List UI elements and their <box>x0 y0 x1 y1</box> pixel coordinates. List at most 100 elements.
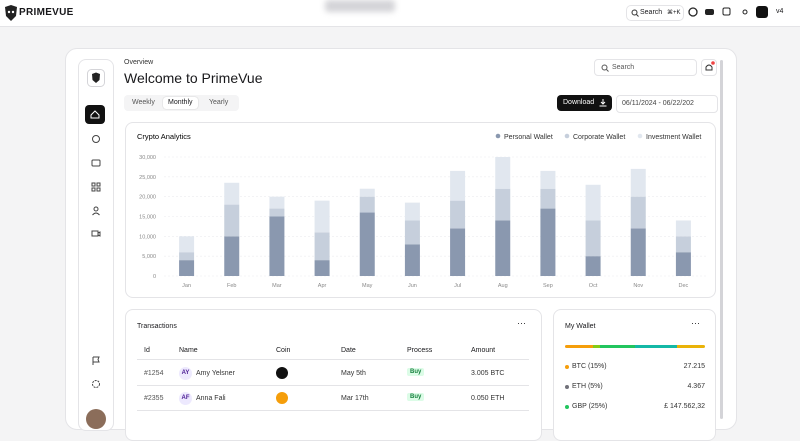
column-header: Amount <box>471 347 496 354</box>
download-button[interactable]: Download <box>557 95 612 111</box>
legend-label: Investment Wallet <box>646 134 701 141</box>
sidebar-bottom-icons <box>92 356 100 388</box>
top-nav: PRIMEVUE Search ⌘+K v4 <box>0 0 800 27</box>
y-tick-label: 25,000 <box>139 175 156 181</box>
legend-swatch <box>495 133 501 139</box>
chart-title: Crypto Analytics <box>137 132 191 141</box>
column-header: Name <box>179 347 198 354</box>
date-range-value: 06/11/2024 - 06/22/202 <box>622 100 694 107</box>
wallet-label: BTC (15%) <box>572 363 607 370</box>
column-header: Id <box>144 347 150 354</box>
bar-segment <box>179 260 195 276</box>
bar-segment <box>359 212 375 276</box>
x-tick-label: Aug <box>498 283 508 289</box>
bar-segment <box>585 256 601 276</box>
wallet-value: 27.215 <box>683 363 705 370</box>
chart: Crypto Analytics 0 5,000 10,000 15,000 20,000… <box>137 132 706 289</box>
bar-segment <box>179 252 195 261</box>
bar-segment <box>314 260 330 276</box>
x-tick-label: Sep <box>543 283 553 289</box>
wallet-label: ETH (5%) <box>572 383 603 390</box>
bar-segment <box>224 236 240 276</box>
bar-segment <box>404 244 420 276</box>
legend-label: Corporate Wallet <box>573 134 625 141</box>
legend-swatch <box>564 133 570 139</box>
tx-date: Mar 17th <box>341 395 369 402</box>
x-tick-label: Jan <box>182 283 191 289</box>
bar-segment <box>224 204 240 237</box>
notifications[interactable] <box>701 59 717 76</box>
column-header: Process <box>407 347 433 354</box>
coin-icon <box>276 392 288 404</box>
bar-segment <box>495 188 511 221</box>
column-header: Coin <box>276 347 291 354</box>
x-tick-label: Apr <box>318 283 327 289</box>
nav-search-label: Search <box>640 9 663 16</box>
shortcut: ⌘+K <box>667 10 681 16</box>
transactions-card: Transactions ··· Id Name Coin Date Process Am… <box>125 309 542 441</box>
wallet-value: £ 147.562,32 <box>664 403 705 410</box>
process-badge: Buy <box>407 368 425 376</box>
wallet-dot <box>565 385 569 389</box>
bar-segment <box>269 216 285 276</box>
bar-segment <box>450 200 466 229</box>
transactions-title: Transactions <box>137 323 177 330</box>
transactions-menu[interactable]: ··· <box>517 318 526 328</box>
bar-segment <box>675 220 691 237</box>
nav-home[interactable] <box>85 105 105 124</box>
column-header: Date <box>341 347 356 354</box>
wallet-dot <box>565 365 569 369</box>
bar-segment <box>269 196 285 209</box>
bar-segment <box>495 220 511 276</box>
tab[interactable]: Weekly <box>132 99 155 106</box>
download-icon <box>599 99 607 107</box>
tab[interactable]: Monthly <box>163 97 198 109</box>
wallet-menu[interactable]: ··· <box>691 318 700 328</box>
x-tick-label: Nov <box>633 283 643 289</box>
legend-swatch <box>637 133 643 139</box>
x-tick-label: Oct <box>589 283 598 289</box>
tx-name: Amy Yelsner <box>196 370 235 377</box>
version[interactable]: v4 <box>776 8 784 15</box>
avatar-initials: AY <box>179 367 192 380</box>
blurred-banner <box>325 0 395 12</box>
theme-button[interactable] <box>756 6 768 18</box>
header-divider <box>137 359 529 360</box>
y-tick-label: 5,000 <box>142 254 156 260</box>
x-tick-label: Dec <box>679 283 689 289</box>
brand: PRIMEVUE <box>19 7 74 18</box>
bar-segment <box>404 202 420 221</box>
search-box[interactable]: Search <box>594 59 697 76</box>
bar-segment <box>630 196 646 229</box>
avatar[interactable] <box>86 409 106 429</box>
download-label: Download <box>563 99 595 106</box>
bar-segment <box>314 232 330 261</box>
y-tick-label: 10,000 <box>139 234 156 240</box>
tx-id: #1254 <box>144 370 164 377</box>
sidebar <box>78 59 114 431</box>
tx-amount: 3.005 BTC <box>471 370 505 377</box>
bar-segment <box>314 200 330 233</box>
x-tick-label: May <box>362 283 373 289</box>
nav-search[interactable]: Search ⌘+K <box>626 5 684 21</box>
search-placeholder: Search <box>612 64 635 71</box>
logo-icon <box>5 5 17 21</box>
y-tick-label: 15,000 <box>139 215 156 221</box>
wallet-bar <box>565 345 705 348</box>
nav-icons <box>688 7 748 17</box>
search-icon <box>631 9 639 17</box>
sidebar-logo <box>87 69 105 87</box>
y-tick-label: 20,000 <box>139 195 156 201</box>
bar-segment <box>359 188 375 197</box>
legend-label: Personal Wallet <box>504 134 553 141</box>
bar-segment <box>450 170 466 201</box>
bar-segment <box>404 220 420 245</box>
row-divider <box>137 410 529 411</box>
bar-segment <box>630 228 646 276</box>
tx-date: May 5th <box>341 370 366 377</box>
wallet-label: GBP (25%) <box>572 403 608 410</box>
date-range[interactable]: 06/11/2024 - 06/22/202 <box>616 95 718 113</box>
tab[interactable]: Yearly <box>209 99 229 106</box>
wallet-dot <box>565 405 569 409</box>
